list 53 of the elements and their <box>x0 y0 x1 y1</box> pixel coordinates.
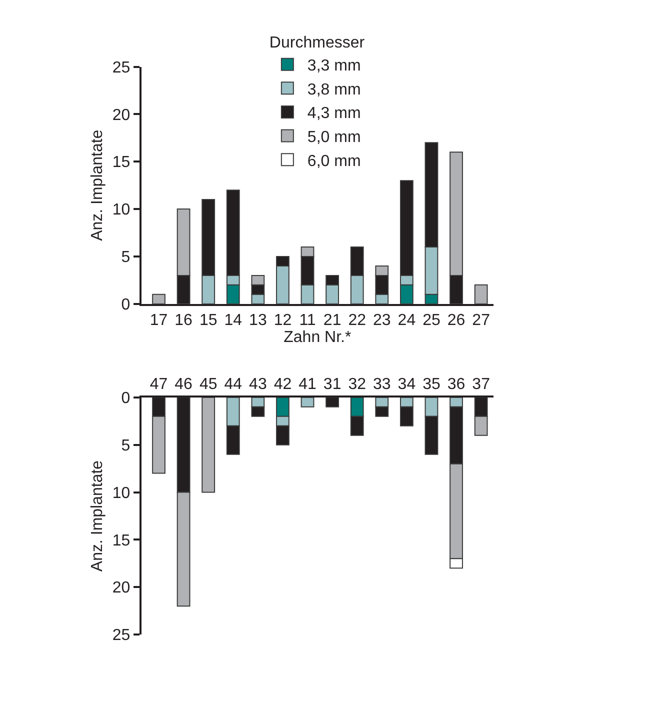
bar <box>152 294 166 304</box>
y-axis-title: Anz. Implantate <box>88 460 106 572</box>
bar <box>300 397 314 408</box>
x-tick-label: 16 <box>174 312 193 330</box>
y-tick-label: 0 <box>121 296 130 314</box>
x-tick-label: 44 <box>224 376 242 394</box>
x-tick-label: 22 <box>348 312 366 330</box>
bar <box>474 284 488 304</box>
legend-label: 3,8 mm <box>307 81 361 98</box>
x-axis-title: Zahn Nr.* <box>284 329 352 346</box>
x-tick-label: 23 <box>372 312 391 330</box>
x-tick-label: 36 <box>447 376 466 394</box>
legend-title: Durchmesser <box>269 34 366 52</box>
x-tick-label: 33 <box>372 376 391 394</box>
x-tick-label: 37 <box>472 376 490 394</box>
x-tick-label: 25 <box>422 312 440 330</box>
y-tick-label: 10 <box>112 484 130 502</box>
y-tick-label: 20 <box>112 106 130 124</box>
x-tick-label: 11 <box>299 312 316 330</box>
legend-label: 3,3 mm <box>307 58 361 75</box>
x-tick-label: 24 <box>398 312 416 330</box>
y-tick-label: 15 <box>112 154 130 172</box>
x-tick-label: 34 <box>398 376 416 394</box>
x-tick-label: 12 <box>274 312 292 330</box>
x-tick-label: 41 <box>298 376 317 394</box>
legend-label: 5,0 mm <box>307 129 361 146</box>
y-tick-label: 0 <box>121 390 130 408</box>
bar <box>202 397 216 493</box>
y-tick-label: 25 <box>112 59 130 76</box>
x-tick-label: 45 <box>199 376 218 394</box>
x-tick-label: 26 <box>447 312 466 330</box>
y-tick-label: 5 <box>121 249 130 266</box>
x-tick-label: 15 <box>199 312 218 330</box>
x-tick-label: 42 <box>274 376 292 394</box>
x-tick-label: 31 <box>323 376 342 394</box>
y-tick-label: 5 <box>121 437 130 454</box>
y-tick-label: 20 <box>112 580 130 597</box>
legend-label: 4,3 mm <box>307 105 361 122</box>
legend-label: 6,0 mm <box>307 152 361 170</box>
x-tick-label: 32 <box>348 376 366 394</box>
x-tick-label: 43 <box>249 376 267 394</box>
x-tick-label: 21 <box>323 312 342 330</box>
y-tick-label: 10 <box>112 202 130 219</box>
x-tick-label: 13 <box>249 312 267 330</box>
x-tick-label: 46 <box>174 376 193 394</box>
y-axis-title: Anz. Implantate <box>88 130 106 241</box>
x-tick-label: 17 <box>150 312 168 330</box>
y-tick-label: 15 <box>112 532 130 550</box>
x-tick-label: 14 <box>224 312 242 330</box>
x-tick-label: 47 <box>150 376 168 394</box>
x-tick-label: 27 <box>472 312 490 330</box>
x-tick-label: 35 <box>422 376 440 394</box>
y-tick-label: 25 <box>112 627 130 644</box>
